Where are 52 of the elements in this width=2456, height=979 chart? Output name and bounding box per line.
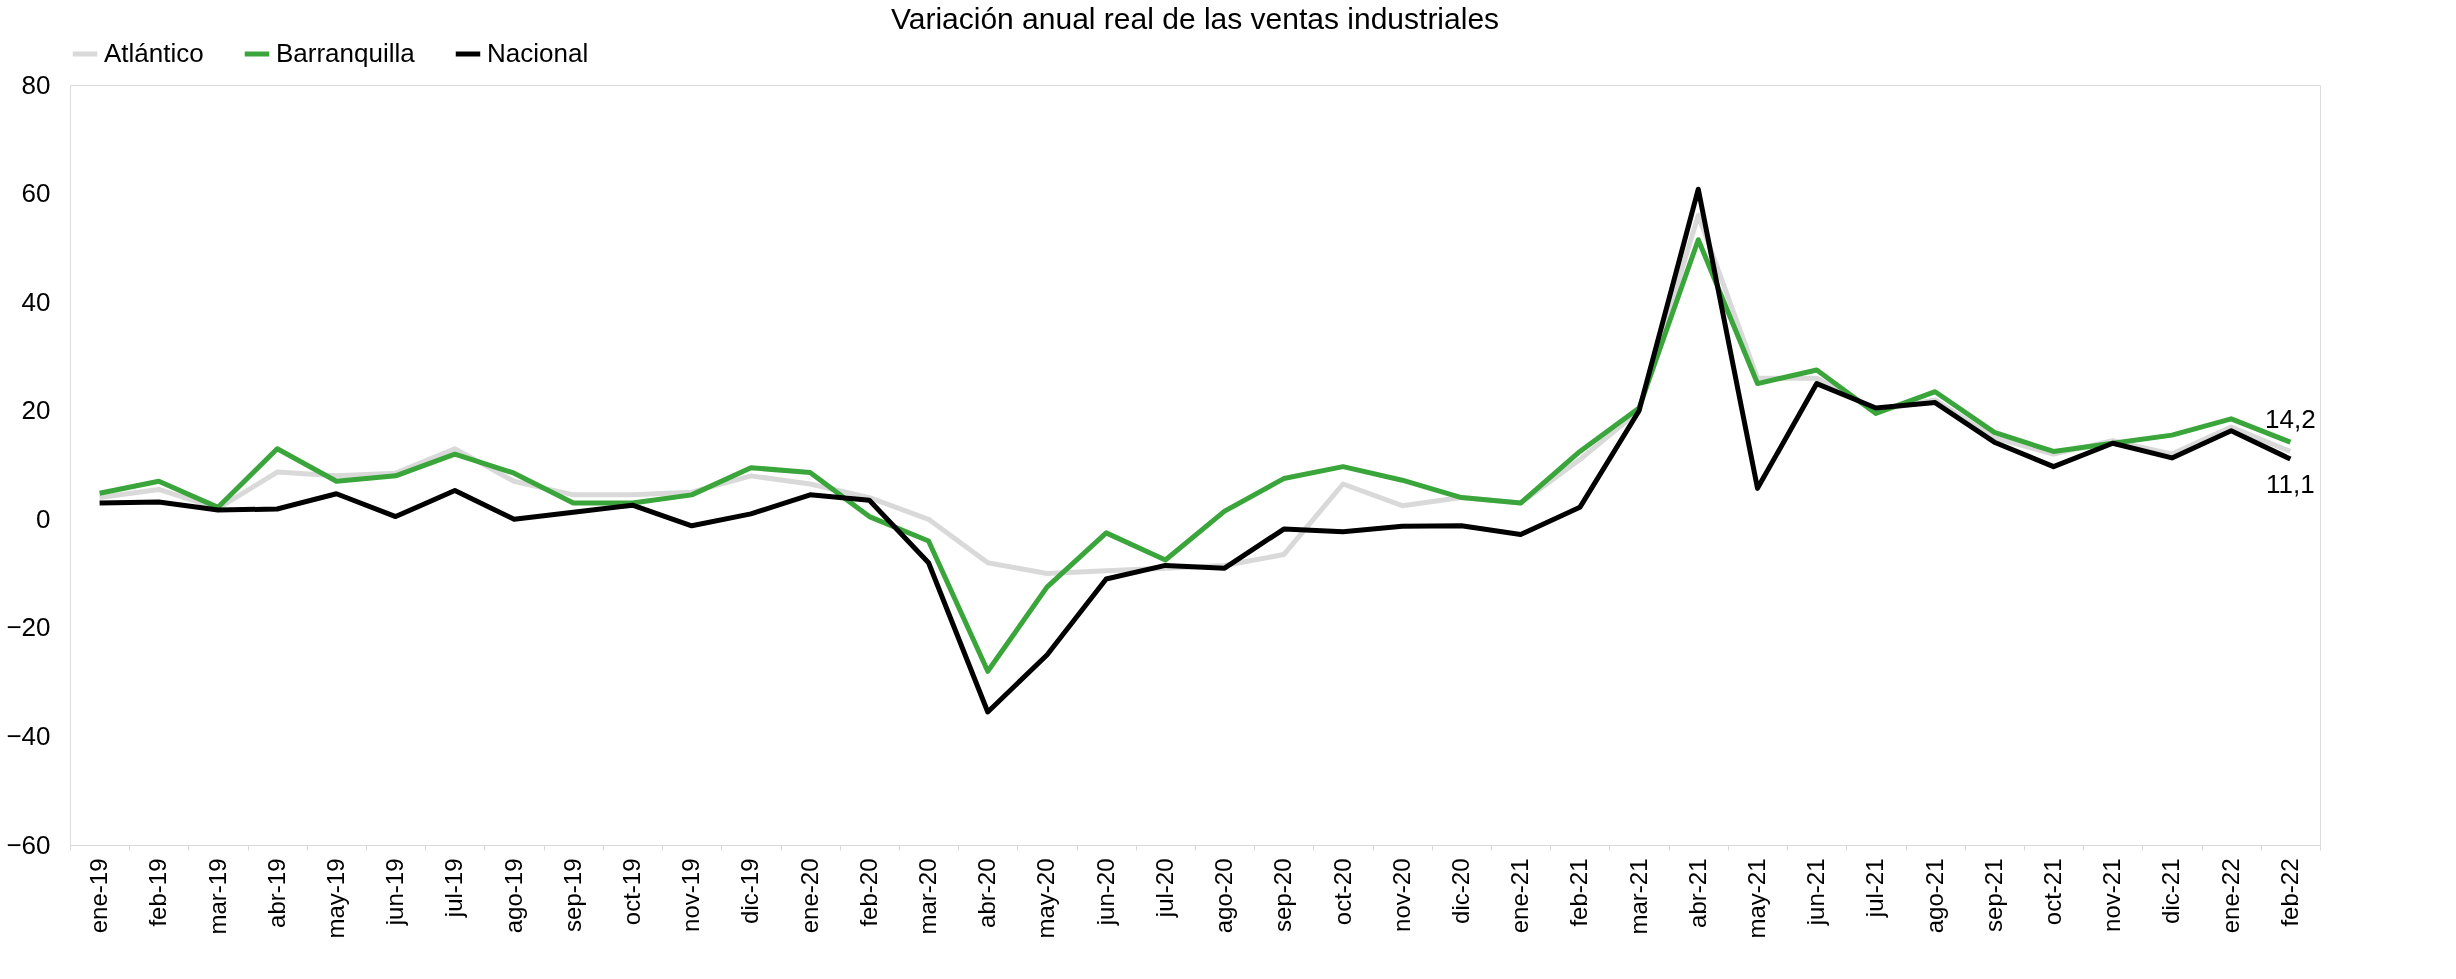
x-tick-label: oct-21 (2039, 858, 2067, 926)
y-tick-label: 40 (21, 286, 51, 317)
x-tick-label: jul-21 (1861, 858, 1889, 919)
y-tick-label: 20 (21, 395, 51, 426)
x-tick-label: nov-19 (677, 858, 705, 932)
x-tick-label: ene-22 (2216, 858, 2244, 934)
x-tick-label: abr-21 (1683, 858, 1711, 928)
y-tick-label: −40 (6, 720, 51, 751)
x-tick-label: nov-21 (2098, 858, 2126, 932)
x-tick-label: oct-20 (1328, 858, 1356, 926)
x-tick-label: ago-19 (499, 858, 527, 934)
x-tick-label: jul-20 (1150, 858, 1178, 919)
x-tick-label: may-21 (1743, 858, 1770, 939)
x-tick-label: ene-21 (1506, 858, 1534, 934)
x-tick-label: feb-20 (854, 858, 882, 927)
x-tick-label: jul-19 (440, 858, 468, 919)
y-tick-label: 60 (21, 178, 51, 209)
x-tick-label: dic-21 (2157, 858, 2185, 924)
x-tick-label: ene-20 (795, 858, 823, 934)
x-tick-label: mar-21 (1624, 858, 1652, 935)
x-tick-label: mar-19 (203, 858, 231, 935)
x-tick-label: feb-21 (1565, 858, 1593, 927)
x-tick-label: jun-20 (1091, 858, 1119, 927)
legend-label: Atlántico (104, 38, 204, 68)
x-tick-label: may-19 (321, 858, 349, 939)
x-tick-label: ago-20 (1210, 858, 1238, 934)
y-tick-label: −20 (6, 612, 51, 643)
x-tick-label: ago-21 (1920, 858, 1948, 934)
x-tick-label: sep-20 (1269, 858, 1297, 932)
x-tick-label: jun-21 (1802, 858, 1830, 927)
y-tick-label: −60 (6, 829, 51, 860)
x-tick-label: nov-20 (1387, 858, 1415, 932)
x-tick-label: dic-20 (1446, 858, 1474, 924)
x-tick-label: ene-19 (85, 858, 113, 934)
x-tick-label: jun-19 (381, 858, 409, 927)
annotation: 14,2 (2265, 404, 2316, 435)
legend-label: Barranquilla (276, 38, 416, 68)
x-tick-label: mar-20 (914, 858, 942, 935)
legend-label: Nacional (487, 38, 589, 68)
y-tick-label: 0 (36, 503, 51, 534)
x-tick-label: abr-20 (973, 858, 1001, 928)
x-tick-label: oct-19 (618, 858, 645, 926)
y-tick-label: 80 (21, 69, 51, 100)
x-tick-label: sep-21 (1979, 858, 2007, 932)
x-tick-label: sep-19 (558, 858, 586, 932)
x-tick-label: feb-19 (144, 858, 172, 927)
x-tick-label: feb-22 (2275, 858, 2303, 927)
chart-title: Variación anual real de las ventas industriales (890, 2, 1500, 35)
x-tick-label: may-20 (1032, 858, 1060, 939)
x-tick-label: abr-19 (262, 858, 290, 928)
x-tick-label: dic-19 (736, 858, 764, 924)
annotation: 11,1 (2266, 469, 2315, 500)
